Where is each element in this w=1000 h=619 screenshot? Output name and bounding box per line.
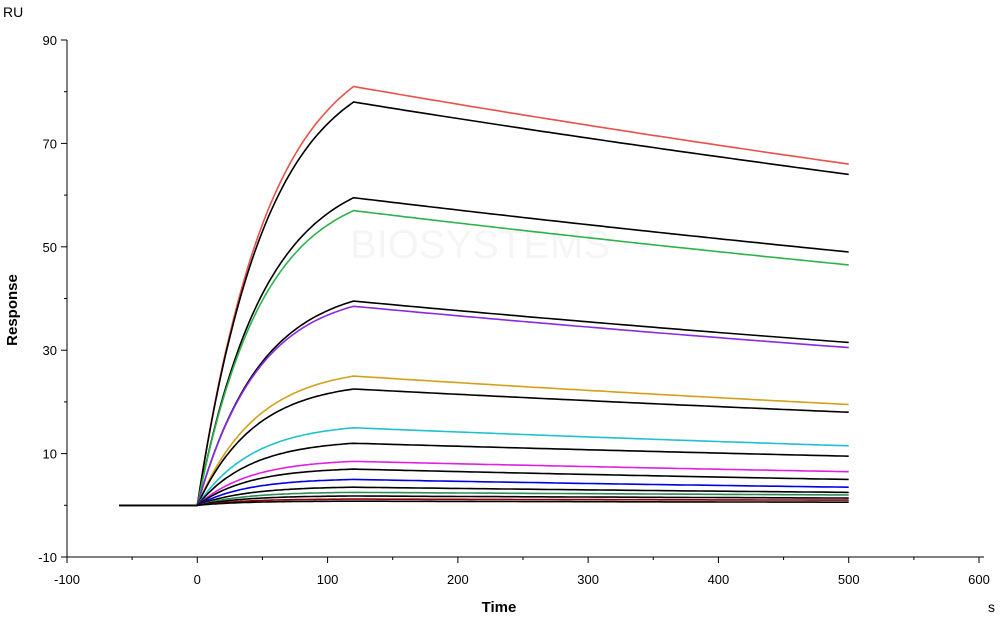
series-line-11 <box>119 460 849 507</box>
y-tick-label: -10 <box>38 550 57 565</box>
series-line-5 <box>119 300 849 507</box>
y-tick-label: 30 <box>43 343 57 358</box>
series-line-4 <box>119 209 849 507</box>
x-axis-title: Time <box>482 599 517 616</box>
x-tick-label: 400 <box>708 572 730 587</box>
series-line-17 <box>119 498 849 507</box>
y-axis-title: Response <box>4 274 21 346</box>
x-ticks: -100 0 100 200 300 400 500 600 <box>54 557 990 587</box>
x-tick-label: 200 <box>447 572 469 587</box>
y-tick-label: 70 <box>43 136 57 151</box>
series-line-8 <box>119 388 849 507</box>
x-unit-label: s <box>988 599 995 615</box>
series-line-15 <box>119 491 849 507</box>
y-ticks: -10 10 30 50 70 90 <box>38 33 67 565</box>
y-tick-label: 90 <box>43 33 57 48</box>
x-tick-label: 100 <box>317 572 339 587</box>
series-line-2 <box>119 101 849 507</box>
x-tick-label: 500 <box>838 572 860 587</box>
series-line-13 <box>119 478 849 507</box>
x-tick-label: 600 <box>968 572 990 587</box>
watermark: BIOSYSTEMS <box>350 223 610 267</box>
series-line-12 <box>119 468 849 507</box>
x-tick-label: 0 <box>194 572 201 587</box>
y-tick-label: 10 <box>43 447 57 462</box>
x-tick-label: -100 <box>54 572 80 587</box>
series-line-16 <box>119 495 849 507</box>
series-line-7 <box>119 375 849 507</box>
series-line-9 <box>119 426 849 507</box>
series-line-10 <box>119 442 849 507</box>
x-tick-label: 300 <box>577 572 599 587</box>
series-line-6 <box>119 305 849 507</box>
y-tick-label: 50 <box>43 240 57 255</box>
series-line-18 <box>119 500 849 507</box>
series-lines <box>119 85 849 507</box>
series-line-14 <box>119 486 849 507</box>
y-unit-label: RU <box>3 4 23 20</box>
